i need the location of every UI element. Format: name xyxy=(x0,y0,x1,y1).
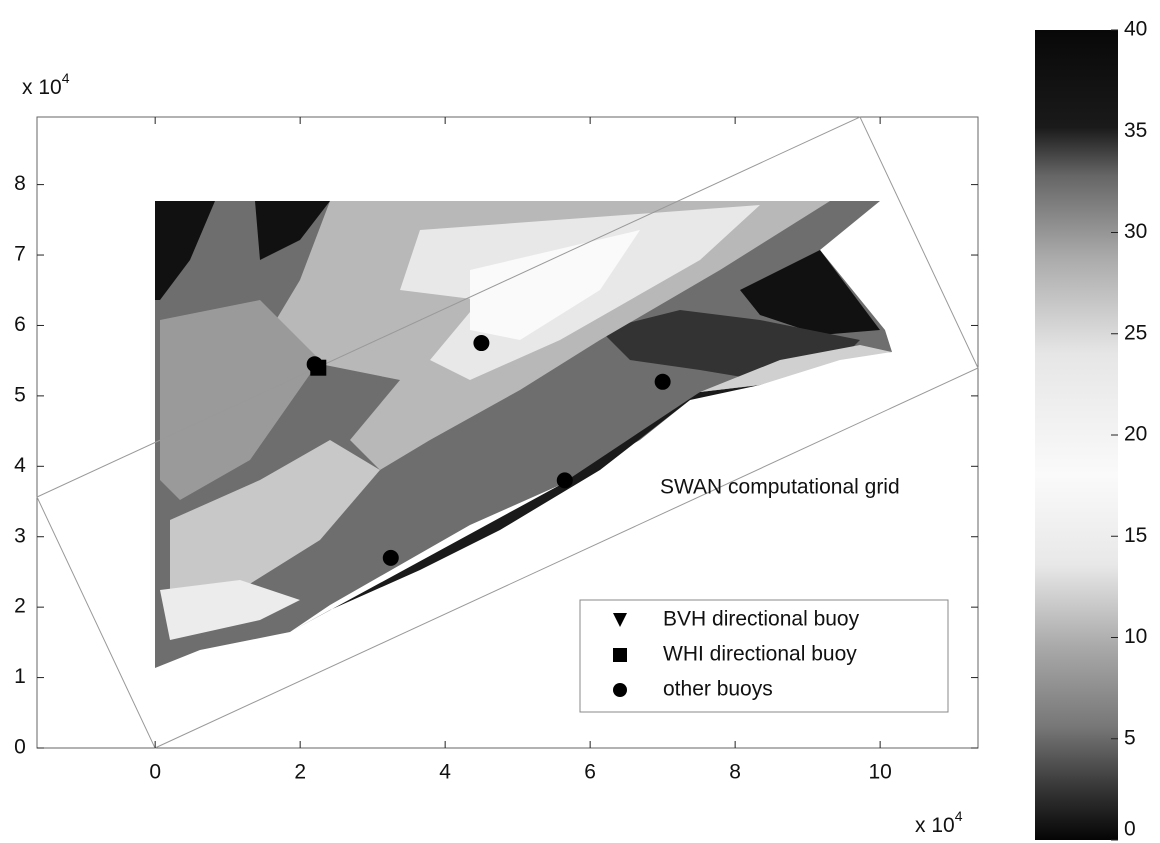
legend-label: WHI directional buoy xyxy=(663,643,857,666)
y-tick-label: 3 xyxy=(14,524,26,547)
buoy xyxy=(557,472,573,488)
y-tick-label: 7 xyxy=(14,243,26,266)
y-tick-label: 4 xyxy=(14,454,26,477)
x-tick-label: 10 xyxy=(868,761,891,784)
buoy xyxy=(473,335,489,351)
colorbar-tick-label: 0 xyxy=(1124,818,1136,841)
colorbar-tick-label: 35 xyxy=(1124,119,1147,142)
y-tick-label: 8 xyxy=(14,172,26,195)
page: {"chart_data": { "type": "scatter", "xli… xyxy=(0,0,1160,843)
colorbar-tick-label: 15 xyxy=(1124,524,1147,547)
y-tick-label: 5 xyxy=(14,383,26,406)
x-tick-label: 0 xyxy=(149,761,161,784)
x-tick-label: 8 xyxy=(729,761,741,784)
colorbar-tick-label: 20 xyxy=(1124,423,1147,446)
y-tick-label: 2 xyxy=(14,595,26,618)
colorbar xyxy=(1035,30,1118,840)
y-multiplier: x 104 xyxy=(22,70,70,99)
colorbar-tick-label: 40 xyxy=(1124,18,1147,41)
y-tick-label: 0 xyxy=(14,736,26,759)
colorbar-tick-label: 30 xyxy=(1124,220,1147,243)
legend-label: other buoys xyxy=(663,678,773,701)
y-tick-label: 1 xyxy=(14,665,26,688)
x-multiplier: x 104 xyxy=(915,808,963,837)
legend-symbol xyxy=(613,683,627,697)
x-tick-label: 4 xyxy=(439,761,451,784)
y-tick-label: 6 xyxy=(14,313,26,336)
buoy xyxy=(307,356,323,372)
buoy xyxy=(383,550,399,566)
x-tick-label: 2 xyxy=(294,761,306,784)
x-tick-label: 6 xyxy=(584,761,596,784)
figure: x 104 x 104 SWAN computational grid 0 2 4 6… xyxy=(0,0,1160,843)
colorbar-tick-label: 10 xyxy=(1124,625,1147,648)
buoy xyxy=(655,374,671,390)
colorbar-tick-label: 5 xyxy=(1124,726,1136,749)
colorbar-tick-label: 25 xyxy=(1124,321,1147,344)
legend-label: BVH directional buoy xyxy=(663,608,860,631)
legend-symbol xyxy=(613,648,627,662)
annotation: SWAN computational grid xyxy=(660,476,900,499)
